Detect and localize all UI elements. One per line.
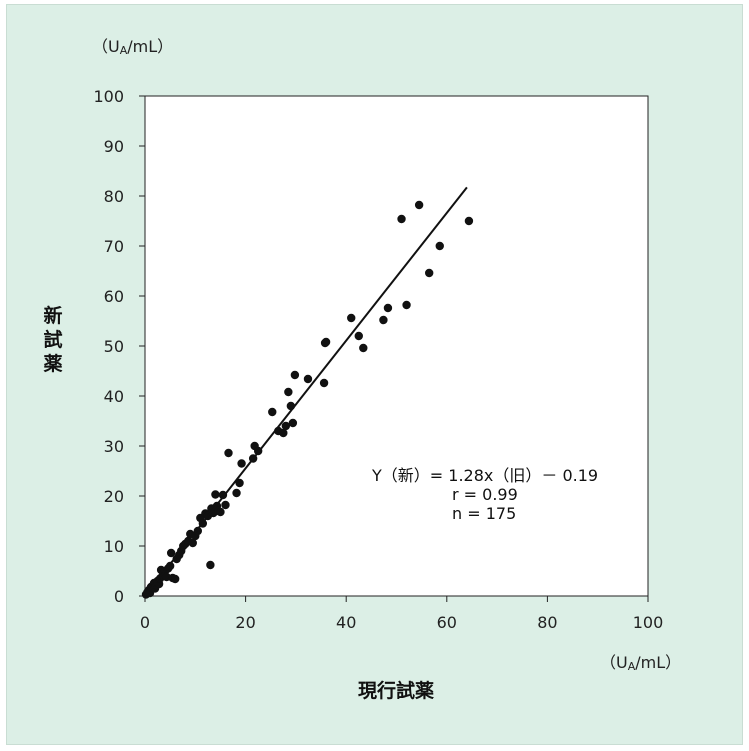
data-point [319, 378, 329, 388]
y-tick-label: 10 [104, 537, 124, 556]
data-point [221, 500, 230, 510]
regression-equation: Y（新）= 1.28x（旧）－ 0.19 [371, 466, 598, 485]
regression-line [144, 186, 468, 597]
plot-area [144, 95, 649, 597]
data-point [383, 303, 393, 313]
y-tick-label: 0 [114, 587, 124, 606]
y-tick-label: 20 [104, 487, 124, 506]
data-point [290, 370, 300, 380]
data-point [284, 387, 293, 397]
data-point [288, 418, 298, 428]
data-point [279, 428, 288, 438]
data-point [379, 315, 388, 325]
x-tick-label: 60 [437, 613, 457, 632]
x-tick-label: 100 [633, 613, 664, 632]
data-point [303, 374, 313, 384]
x-tick-label: 0 [140, 613, 150, 632]
y-tick-label: 70 [104, 237, 124, 256]
x-tick-label: 20 [235, 613, 255, 632]
data-point [464, 216, 474, 226]
x-tick-label: 80 [537, 613, 557, 632]
data-point [170, 574, 180, 584]
data-point [211, 490, 220, 499]
data-point [166, 548, 176, 558]
data-point [354, 331, 363, 341]
x-axis-ticks: 0 20 40 60 80 100 [140, 596, 663, 632]
data-point [402, 300, 411, 310]
data-point [268, 407, 277, 417]
data-point [216, 507, 225, 517]
y-axis-ticks: 0 10 20 30 40 50 60 70 80 90 100 [93, 87, 145, 606]
data-point [206, 560, 215, 570]
data-point [435, 241, 444, 251]
y-tick-label: 60 [104, 287, 124, 306]
data-point [321, 337, 331, 347]
data-point [281, 421, 291, 431]
data-point [359, 343, 368, 353]
y-tick-label: 90 [104, 137, 124, 156]
data-point [237, 459, 246, 468]
data-point [414, 200, 424, 210]
y-tick-label: 80 [104, 187, 124, 206]
data-point [188, 538, 197, 548]
data-point [235, 478, 244, 488]
data-point [397, 214, 406, 224]
x-axis-unit: （UA/mL） [600, 653, 681, 673]
data-point [424, 268, 434, 278]
y-axis-unit: （UA/mL） [92, 37, 173, 57]
x-tick-label: 40 [336, 613, 356, 632]
x-axis-label: 現行試薬 [358, 679, 434, 702]
y-tick-label: 30 [104, 437, 124, 456]
y-tick-label: 40 [104, 387, 124, 406]
y-axis-label: 新試薬 [42, 304, 62, 375]
sample-count: n = 175 [452, 504, 516, 523]
data-point [232, 488, 241, 498]
correlation-coefficient: r = 0.99 [452, 485, 518, 504]
y-tick-label: 50 [104, 337, 124, 356]
data-point [224, 448, 233, 458]
data-point [347, 313, 356, 323]
y-tick-label: 100 [93, 87, 124, 106]
